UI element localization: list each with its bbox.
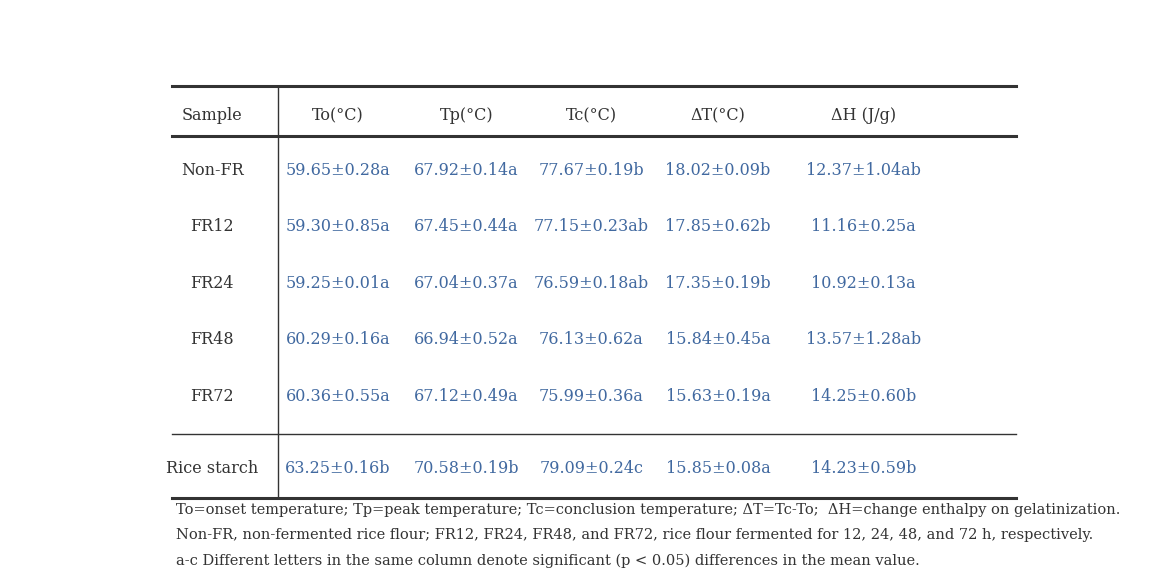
Text: 59.65±0.28a: 59.65±0.28a (285, 162, 391, 179)
Text: 10.92±0.13a: 10.92±0.13a (811, 275, 916, 292)
Text: 76.13±0.62a: 76.13±0.62a (539, 331, 643, 348)
Text: FR72: FR72 (190, 387, 234, 404)
Text: 14.25±0.60b: 14.25±0.60b (811, 387, 916, 404)
Text: 60.36±0.55a: 60.36±0.55a (285, 387, 391, 404)
Text: 77.15±0.23ab: 77.15±0.23ab (534, 219, 649, 236)
Text: Sample: Sample (182, 107, 242, 124)
Text: 67.45±0.44a: 67.45±0.44a (414, 219, 519, 236)
Text: 13.57±1.28ab: 13.57±1.28ab (806, 331, 921, 348)
Text: 11.16±0.25a: 11.16±0.25a (811, 219, 916, 236)
Text: 15.84±0.45a: 15.84±0.45a (665, 331, 771, 348)
Text: 15.63±0.19a: 15.63±0.19a (665, 387, 771, 404)
Text: 70.58±0.19b: 70.58±0.19b (414, 460, 519, 477)
Text: FR12: FR12 (190, 219, 234, 236)
Text: Rice starch: Rice starch (166, 460, 258, 477)
Text: 66.94±0.52a: 66.94±0.52a (414, 331, 519, 348)
Text: 18.02±0.09b: 18.02±0.09b (665, 162, 771, 179)
Text: 17.35±0.19b: 17.35±0.19b (665, 275, 771, 292)
Text: ΔH (J/g): ΔH (J/g) (831, 107, 896, 124)
Text: To=onset temperature; Tp=peak temperature; Tc=conclusion temperature; ΔT=Tc-To; : To=onset temperature; Tp=peak temperatur… (176, 503, 1121, 517)
Text: 75.99±0.36a: 75.99±0.36a (539, 387, 643, 404)
Text: FR48: FR48 (190, 331, 234, 348)
Text: 15.85±0.08a: 15.85±0.08a (665, 460, 771, 477)
Text: 60.29±0.16a: 60.29±0.16a (285, 331, 391, 348)
Text: Tp(°C): Tp(°C) (439, 107, 494, 124)
Text: To(°C): To(°C) (312, 107, 364, 124)
Text: Non-FR: Non-FR (181, 162, 243, 179)
Text: FR24: FR24 (190, 275, 234, 292)
Text: 67.04±0.37a: 67.04±0.37a (414, 275, 519, 292)
Text: Tc(°C): Tc(°C) (566, 107, 617, 124)
Text: 14.23±0.59b: 14.23±0.59b (811, 460, 916, 477)
Text: 17.85±0.62b: 17.85±0.62b (665, 219, 771, 236)
Text: 59.25±0.01a: 59.25±0.01a (285, 275, 391, 292)
Text: ΔT(°C): ΔT(°C) (691, 107, 745, 124)
Text: a-c Different letters in the same column denote significant (p < 0.05) differenc: a-c Different letters in the same column… (176, 553, 920, 567)
Text: 12.37±1.04ab: 12.37±1.04ab (806, 162, 921, 179)
Text: 59.30±0.85a: 59.30±0.85a (285, 219, 391, 236)
Text: 63.25±0.16b: 63.25±0.16b (285, 460, 391, 477)
Text: 76.59±0.18ab: 76.59±0.18ab (534, 275, 649, 292)
Text: 77.67±0.19b: 77.67±0.19b (539, 162, 644, 179)
Text: Non-FR, non-fermented rice flour; FR12, FR24, FR48, and FR72, rice flour ferment: Non-FR, non-fermented rice flour; FR12, … (176, 529, 1094, 542)
Text: 79.09±0.24c: 79.09±0.24c (539, 460, 643, 477)
Text: 67.92±0.14a: 67.92±0.14a (414, 162, 519, 179)
Text: 67.12±0.49a: 67.12±0.49a (414, 387, 519, 404)
